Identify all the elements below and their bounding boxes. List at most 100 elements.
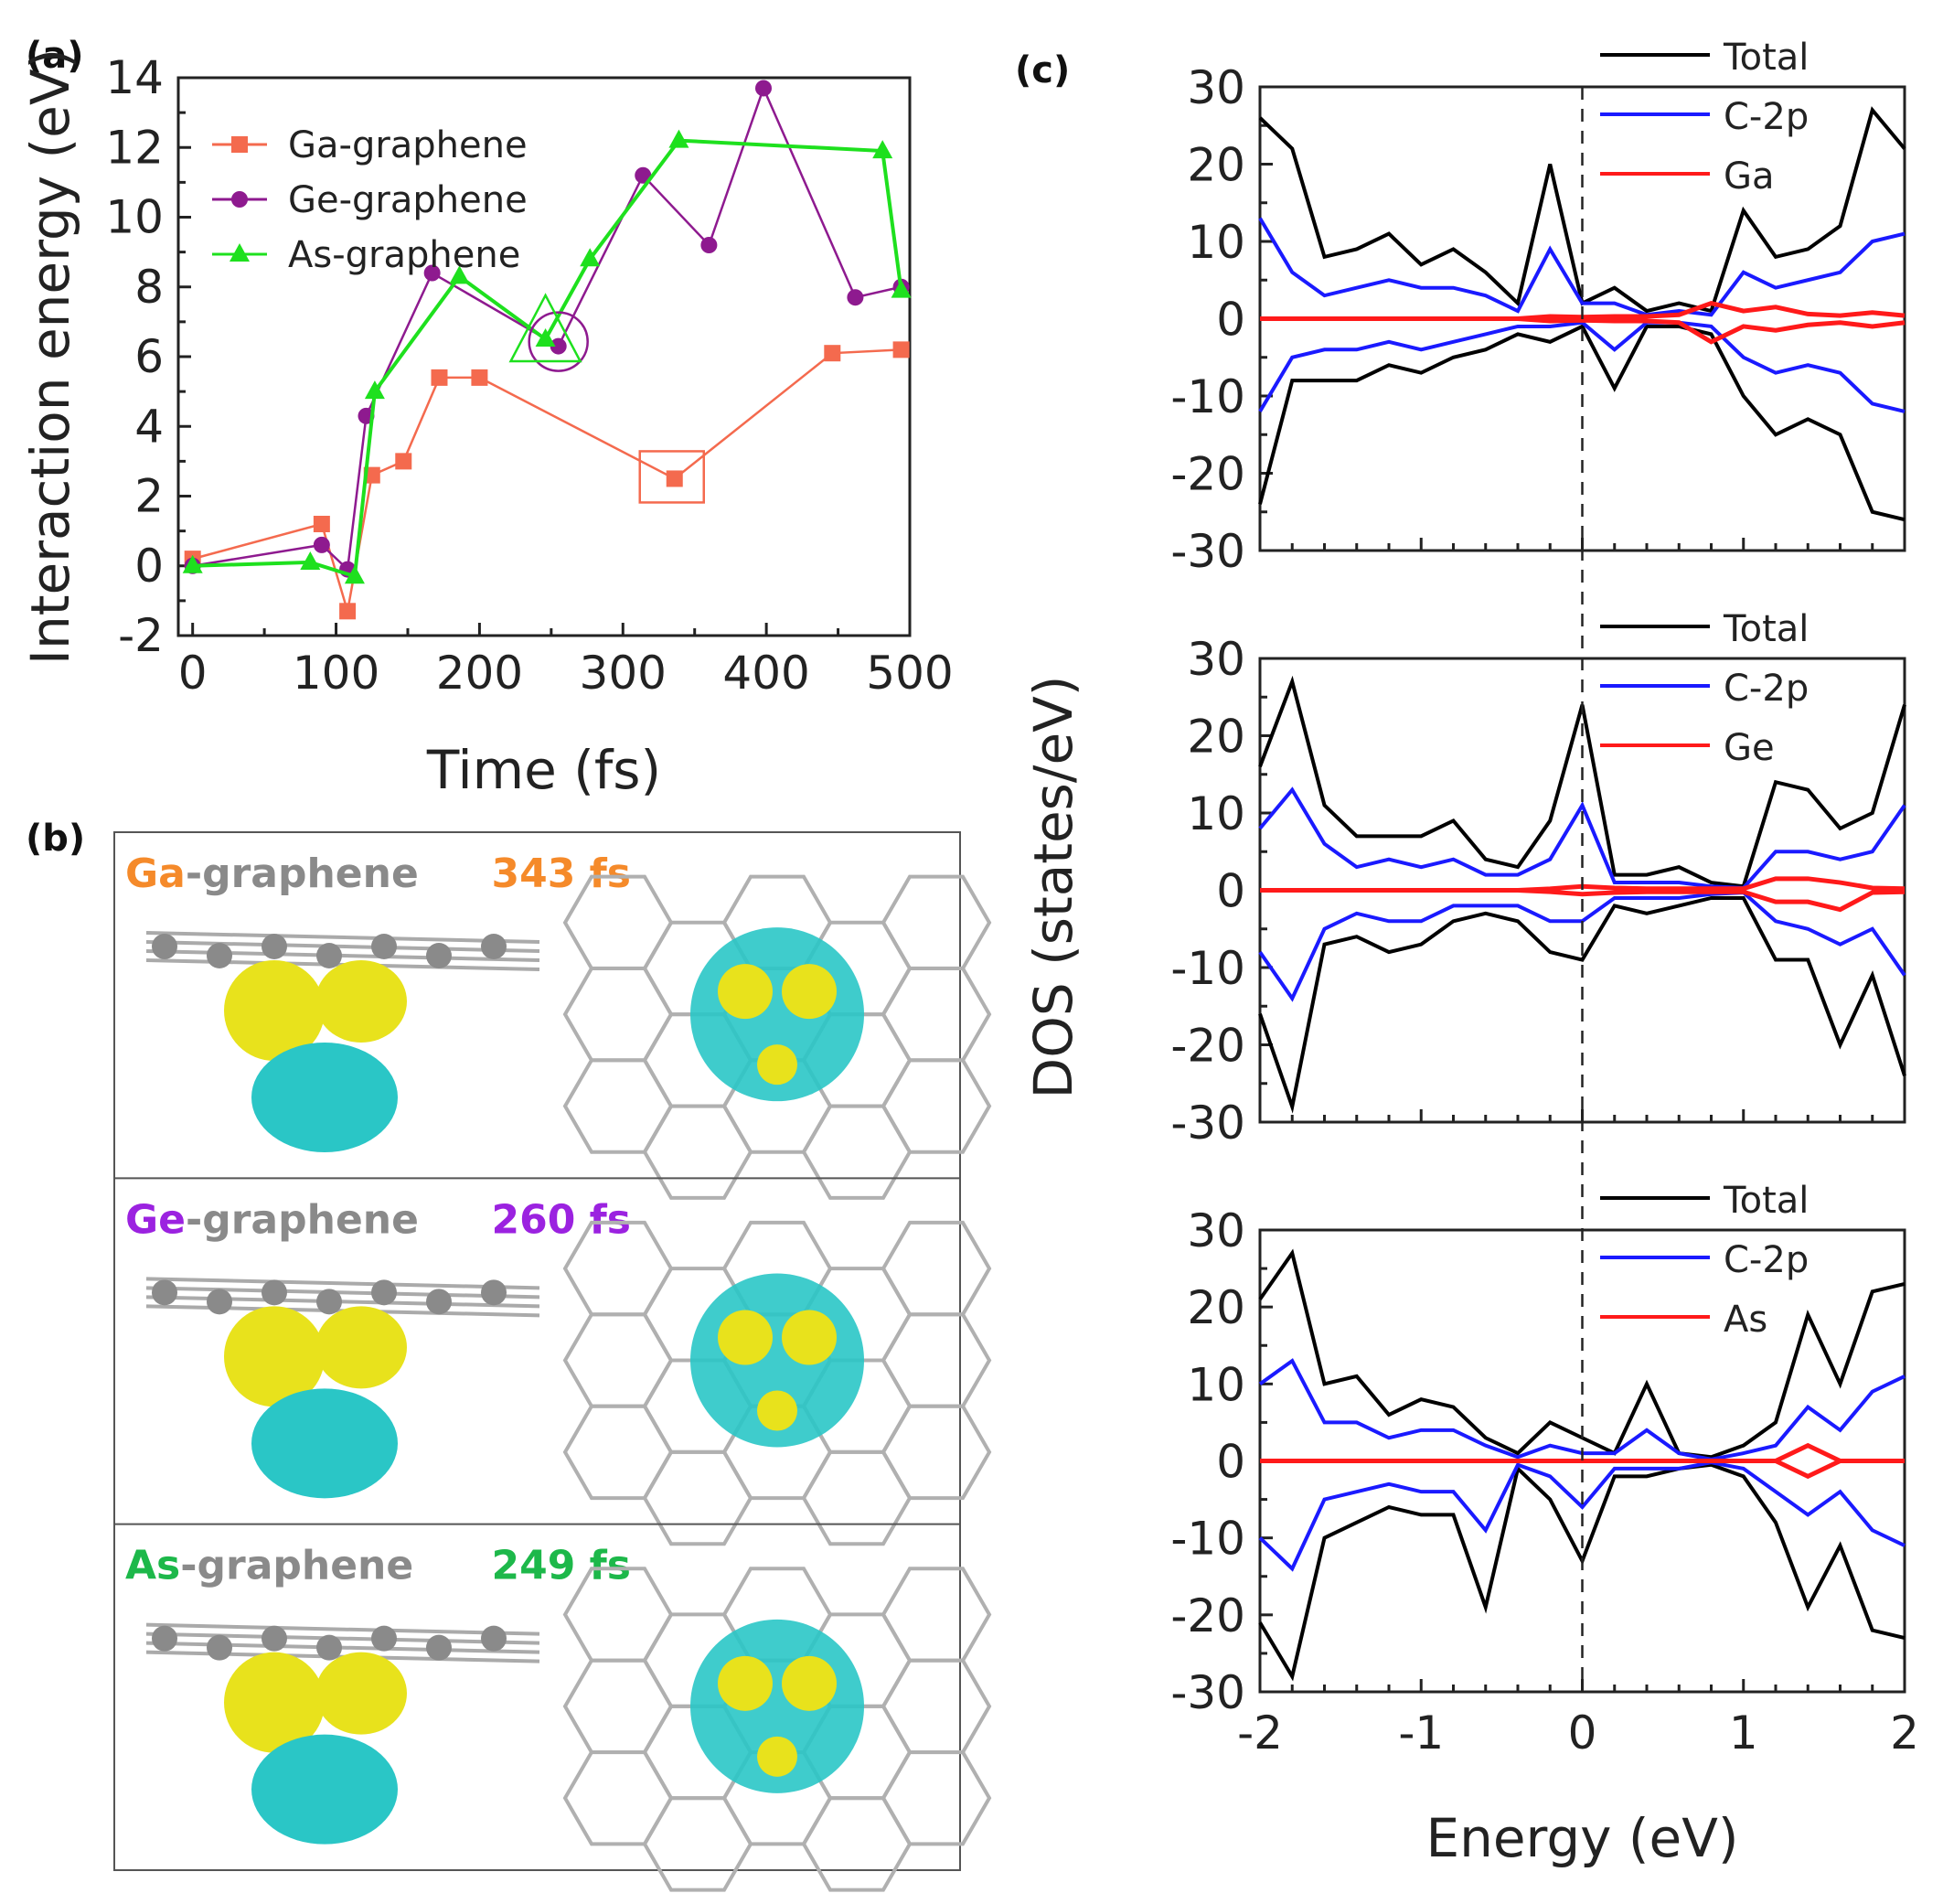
isosurface-cyan [251, 1734, 398, 1845]
carbon-atom [262, 1625, 287, 1652]
ge-graphene-point [847, 289, 864, 306]
as-graphene-point [535, 327, 556, 347]
graphene-bond [145, 940, 540, 953]
isosurface-yellow [224, 1306, 325, 1407]
hex-ring [562, 966, 674, 1063]
hex-ring [642, 1796, 753, 1892]
legend-ga-graphene-marker [231, 136, 248, 153]
y-tick-label: 0 [1216, 1436, 1245, 1489]
graphene-bond [145, 1277, 540, 1290]
hex-ring [801, 1449, 913, 1546]
legend-c-2p-label: C-2p [1724, 668, 1809, 710]
y-tick-label: 12 [105, 121, 164, 174]
snapshot-ga-time: 343 fs [492, 850, 632, 897]
carbon-atom [207, 943, 232, 968]
as-graphene-point [891, 279, 912, 298]
snapshot-ga-side-view [145, 931, 540, 1152]
hex-ring [881, 1658, 992, 1755]
y-tick-label: 2 [134, 470, 164, 523]
hex-ring [881, 966, 992, 1063]
snapshot-as-side-view [145, 1622, 540, 1845]
panel-a-label: (a) [26, 35, 84, 77]
y-axis-title: Interaction energy (eV) [19, 48, 81, 665]
ga-graphene-point [471, 369, 488, 386]
y-tick-label: -10 [1170, 1513, 1245, 1566]
hex-ring [801, 1104, 913, 1200]
hex-ring [881, 1058, 992, 1154]
ge-graphene-point [423, 264, 441, 282]
carbon-atom [426, 1289, 452, 1315]
legend-ge-graphene-label: Ge-graphene [288, 179, 528, 221]
x-tick-label: -1 [1398, 1706, 1444, 1760]
panel-a-chart: 0 100 200 300 400 500 -2 0 2 4 6 8 10 12 14 Time (fs) In… [19, 48, 954, 801]
x-tick-label: 100 [293, 647, 379, 700]
isosurface-cyan [251, 1388, 398, 1499]
hex-ring [562, 1658, 674, 1755]
hex-ring [881, 1312, 992, 1408]
snapshot-ga-top-view [562, 874, 992, 1200]
legend-ga-label: Ga [1724, 155, 1775, 198]
snapshot-as-time: 249 fs [492, 1543, 632, 1589]
carbon-atom [207, 1289, 232, 1315]
y-tick-label: -20 [1170, 448, 1245, 501]
ge-graphene-point [700, 237, 718, 253]
as-graphene-point [872, 140, 893, 159]
y-tick-label: 4 [134, 400, 164, 453]
hex-ring [881, 874, 992, 971]
as-graphene-point [668, 129, 689, 148]
hex-ring [881, 1749, 992, 1846]
ga-graphene-point [666, 470, 683, 487]
y-tick-label: 30 [1187, 61, 1245, 114]
isosurface-yellow [315, 1652, 407, 1735]
ga-highlight-box [638, 450, 705, 504]
as-down-line [1260, 1459, 1905, 1480]
hex-ring [562, 1312, 674, 1408]
y-tick-label: 0 [1216, 294, 1245, 347]
y-axis-title: DOS (states/eV) [1022, 676, 1084, 1099]
isosurface-yellow [718, 964, 773, 1020]
hex-ring [562, 1749, 674, 1846]
graphene-bond [145, 1631, 540, 1645]
y-tick-label: 30 [1187, 1204, 1245, 1257]
panel-c-dos: -30-20-100102030TotalC-2pGa-30-20-100102… [1022, 37, 1919, 1869]
ge-graphene-point [550, 337, 567, 355]
legend-total-label: Total [1723, 37, 1809, 79]
as-graphene-point [182, 554, 203, 573]
y-tick-label: 10 [1187, 216, 1245, 269]
y-tick-label: 10 [1187, 1358, 1245, 1411]
y-tick-label: -30 [1170, 1096, 1245, 1150]
x-tick-label: 0 [178, 647, 208, 700]
carbon-atom [152, 1279, 177, 1306]
hex-ring [642, 1104, 753, 1200]
graphene-bond [145, 1286, 540, 1300]
x-tick-label: 2 [1890, 1706, 1919, 1760]
hex-ring [881, 1220, 992, 1317]
legend-ge-label: Ge [1724, 727, 1775, 769]
isosurface-yellow [315, 960, 407, 1043]
isosurface-yellow [757, 1736, 797, 1777]
carbon-atom [316, 1289, 342, 1315]
y-tick-label: 20 [1187, 711, 1245, 764]
carbon-atom [481, 1279, 507, 1306]
y-tick-label: 20 [1187, 139, 1245, 192]
ge-highlight-circle [528, 311, 589, 372]
carbon-atom [152, 1625, 177, 1652]
legend-total-label: Total [1723, 1180, 1809, 1222]
carbon-atom [371, 934, 397, 959]
graphene-bond [145, 1622, 540, 1636]
ga-graphene-point [824, 345, 841, 362]
carbon-atom [481, 1625, 507, 1652]
ga-graphene-point [892, 341, 910, 358]
x-axis-title: Energy (eV) [1425, 1807, 1738, 1869]
snapshot-ge-time: 260 fs [492, 1196, 632, 1243]
isosurface-yellow [782, 964, 837, 1020]
legend-c-2p-label: C-2p [1724, 96, 1809, 138]
carbon-atom [371, 1625, 397, 1652]
y-tick-label: 0 [134, 540, 164, 593]
hex-ring [881, 1404, 992, 1501]
panel-b-frame [113, 831, 961, 1871]
carbon-atom [262, 1279, 287, 1306]
x-tick-label: -2 [1237, 1706, 1283, 1760]
